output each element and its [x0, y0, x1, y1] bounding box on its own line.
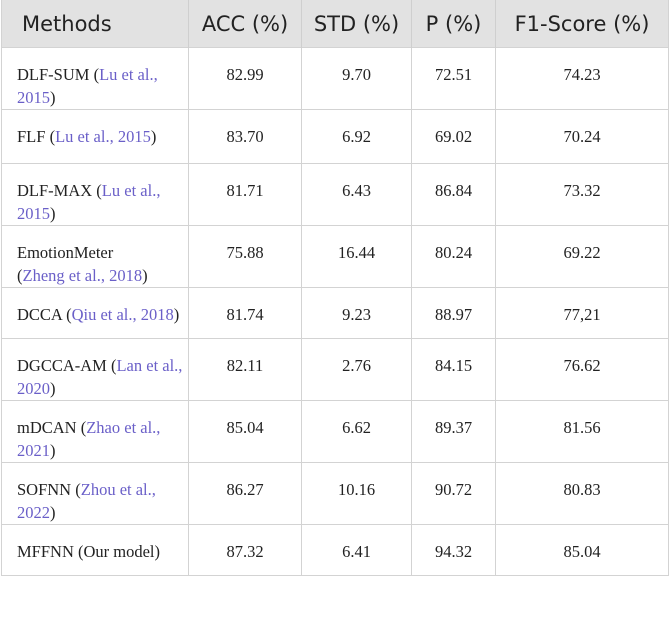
table-row: mDCAN (Zhao et al., 2021) 85.04 6.62 89.…	[1, 400, 669, 463]
method-name: DCCA	[17, 305, 62, 324]
table-row: MFFNN (Our model) 87.32 6.41 94.32 85.04	[1, 524, 669, 576]
f1-cell: 69.22	[495, 225, 669, 288]
p-cell: 88.97	[411, 287, 496, 339]
method-note: (Our model)	[77, 542, 161, 561]
method-cell: MFFNN (Our model)	[1, 524, 189, 576]
method-cell: DGCCA-AM (Lan et al., 2020)	[1, 338, 189, 401]
acc-cell: 83.70	[188, 109, 302, 164]
table-row: EmotionMeter (Zheng et al., 2018) 75.88 1…	[1, 225, 669, 288]
p-cell: 69.02	[411, 109, 496, 164]
method-cell: DLF-SUM (Lu et al., 2015)	[1, 47, 189, 110]
acc-cell: 87.32	[188, 524, 302, 576]
citation-link[interactable]: Lu et al., 2015	[17, 181, 161, 223]
p-cell: 86.84	[411, 163, 496, 226]
method-cell: FLF (Lu et al., 2015)	[1, 109, 189, 164]
f1-cell: 70.24	[495, 109, 669, 164]
acc-cell: 75.88	[188, 225, 302, 288]
citation-link[interactable]: Zhou et al., 2022	[17, 480, 156, 522]
p-cell: 89.37	[411, 400, 496, 463]
p-cell: 84.15	[411, 338, 496, 401]
citation-link[interactable]: Zheng et al., 2018	[22, 266, 143, 285]
p-cell: 94.32	[411, 524, 496, 576]
method-name: EmotionMeter	[17, 243, 114, 262]
table-row: DCCA (Qiu et al., 2018) 81.74 9.23 88.97…	[1, 287, 669, 339]
table-row: DGCCA-AM (Lan et al., 2020) 82.11 2.76 8…	[1, 338, 669, 401]
p-cell: 72.51	[411, 47, 496, 110]
method-name: DGCCA-AM	[17, 356, 107, 375]
citation-link[interactable]: Qiu et al., 2018	[71, 305, 174, 324]
std-cell: 9.23	[301, 287, 412, 339]
std-cell: 9.70	[301, 47, 412, 110]
method-cell: mDCAN (Zhao et al., 2021)	[1, 400, 189, 463]
std-cell: 6.92	[301, 109, 412, 164]
acc-cell: 81.74	[188, 287, 302, 339]
citation-link[interactable]: Zhao et al., 2021	[17, 418, 161, 460]
std-cell: 16.44	[301, 225, 412, 288]
p-cell: 80.24	[411, 225, 496, 288]
table-row: DLF-MAX (Lu et al., 2015) 81.71 6.43 86.…	[1, 163, 669, 226]
method-name: DLF-SUM	[17, 65, 90, 84]
method-name: SOFNN	[17, 480, 72, 499]
acc-cell: 85.04	[188, 400, 302, 463]
acc-cell: 82.99	[188, 47, 302, 110]
table-header: Methods ACC (%) STD (%) P (%) F1-Score (…	[1, 0, 669, 48]
std-cell: 10.16	[301, 462, 412, 525]
table-row: DLF-SUM (Lu et al., 2015) 82.99 9.70 72.…	[1, 47, 669, 110]
f1-cell: 76.62	[495, 338, 669, 401]
f1-cell: 81.56	[495, 400, 669, 463]
std-cell: 2.76	[301, 338, 412, 401]
method-cell: DLF-MAX (Lu et al., 2015)	[1, 163, 189, 226]
method-cell: SOFNN (Zhou et al., 2022)	[1, 462, 189, 525]
citation-link[interactable]: Lu et al., 2015	[17, 65, 158, 107]
std-cell: 6.43	[301, 163, 412, 226]
acc-cell: 82.11	[188, 338, 302, 401]
std-cell: 6.41	[301, 524, 412, 576]
f1-cell: 73.32	[495, 163, 669, 226]
header-f1: F1-Score (%)	[495, 0, 669, 48]
header-acc: ACC (%)	[188, 0, 302, 48]
header-p: P (%)	[411, 0, 496, 48]
f1-cell: 80.83	[495, 462, 669, 525]
std-cell: 6.62	[301, 400, 412, 463]
method-name: FLF	[17, 127, 46, 146]
header-std: STD (%)	[301, 0, 412, 48]
p-cell: 90.72	[411, 462, 496, 525]
method-cell: DCCA (Qiu et al., 2018)	[1, 287, 189, 339]
table-row: SOFNN (Zhou et al., 2022) 86.27 10.16 90…	[1, 462, 669, 525]
f1-cell: 77,21	[495, 287, 669, 339]
method-name: DLF-MAX	[17, 181, 93, 200]
header-methods: Methods	[1, 0, 189, 48]
method-name: MFFNN	[17, 542, 74, 561]
f1-cell: 74.23	[495, 47, 669, 110]
f1-cell: 85.04	[495, 524, 669, 576]
method-name: mDCAN	[17, 418, 77, 437]
results-table: Methods ACC (%) STD (%) P (%) F1-Score (…	[1, 0, 669, 576]
acc-cell: 86.27	[188, 462, 302, 525]
table-row: FLF (Lu et al., 2015) 83.70 6.92 69.02 7…	[1, 109, 669, 164]
method-cell: EmotionMeter (Zheng et al., 2018)	[1, 225, 189, 288]
citation-link[interactable]: Lan et al., 2020	[17, 356, 183, 398]
citation-link[interactable]: Lu et al., 2015	[55, 127, 151, 146]
acc-cell: 81.71	[188, 163, 302, 226]
